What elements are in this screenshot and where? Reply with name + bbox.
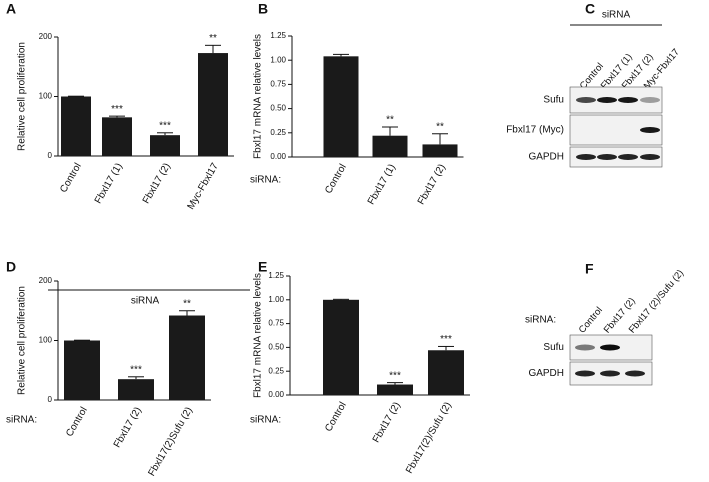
- significance: ***: [130, 364, 142, 375]
- bar: [102, 117, 132, 156]
- band: [640, 127, 660, 133]
- y-tick-label: 200: [39, 32, 53, 41]
- band: [640, 154, 660, 160]
- bar: [323, 56, 359, 157]
- bar: [372, 135, 408, 157]
- x-tick-label: Control: [58, 161, 84, 194]
- x-prefix: siRNA:: [250, 175, 281, 186]
- y-tick-label: 0.25: [270, 128, 286, 137]
- y-axis-label: Fbxl17 mRNA relative levels: [253, 273, 264, 398]
- band: [575, 370, 595, 377]
- y-tick-label: 0.75: [270, 80, 286, 89]
- band: [576, 97, 596, 103]
- bar: [169, 315, 205, 400]
- significance: ***: [389, 370, 401, 381]
- x-tick-label: Control: [323, 400, 349, 433]
- y-tick-label: 200: [39, 276, 53, 285]
- significance: **: [183, 298, 191, 309]
- y-axis-label: Relative cell proliferation: [17, 286, 28, 395]
- y-tick-label: 0.50: [270, 104, 286, 113]
- x-prefix: siRNA:: [250, 415, 281, 426]
- x-tick-label: Myc-Fbxl17: [186, 161, 222, 212]
- bar: [61, 96, 91, 156]
- bar: [150, 135, 180, 156]
- y-tick-label: 0: [48, 395, 53, 404]
- panel-label: F: [585, 261, 594, 277]
- band: [618, 154, 638, 160]
- y-axis-label: Fbxl17 mRNA relative levels: [253, 34, 264, 159]
- x-tick-label: Control: [64, 405, 90, 438]
- y-tick-label: 1.00: [268, 295, 284, 304]
- band: [618, 97, 638, 103]
- x-tick-label: Fbxl17 (2): [112, 405, 144, 449]
- band: [600, 344, 620, 351]
- y-tick-label: 100: [39, 336, 53, 345]
- band: [597, 154, 617, 160]
- y-tick-label: 0.00: [270, 152, 286, 161]
- panel-label: B: [258, 1, 268, 17]
- band: [597, 97, 617, 103]
- y-tick-label: 0.50: [268, 343, 284, 352]
- x-tick-label: Fbxl17 (2): [371, 400, 403, 444]
- significance: **: [386, 115, 394, 126]
- blot-header: siRNA:: [525, 315, 556, 326]
- band: [575, 344, 595, 351]
- blot-header: siRNA: [602, 10, 631, 21]
- bar: [377, 384, 413, 395]
- x-tick-label: Fbxl17 (2): [141, 161, 173, 205]
- bar: [198, 53, 228, 156]
- row-label: Fbxl17 (Myc): [506, 125, 564, 136]
- band: [640, 97, 660, 103]
- x-tick-label: Fbxl17 (1): [93, 161, 125, 205]
- row-label: GAPDH: [528, 152, 564, 163]
- significance: ***: [111, 104, 123, 115]
- y-tick-label: 100: [39, 92, 53, 101]
- band: [600, 370, 620, 377]
- y-tick-label: 0: [48, 151, 53, 160]
- y-tick-label: 0.00: [268, 390, 284, 399]
- band: [576, 154, 596, 160]
- bar: [64, 340, 100, 400]
- y-tick-label: 1.00: [270, 55, 286, 64]
- band: [625, 370, 645, 377]
- row-label: Sufu: [543, 342, 564, 353]
- bar: [323, 299, 359, 395]
- lane-label: Control: [577, 305, 605, 336]
- x-tick-label: Fbxl17 (2): [416, 162, 448, 206]
- panel-label: E: [258, 259, 267, 275]
- panel-label: D: [6, 259, 16, 275]
- x-prefix: siRNA:: [6, 415, 37, 426]
- panel-label: A: [6, 1, 16, 17]
- y-axis-label: Relative cell proliferation: [17, 42, 28, 151]
- x-tick-label: Fbxl17(2)/Sufu (2): [404, 400, 454, 475]
- bar: [422, 144, 458, 157]
- row-label: GAPDH: [528, 368, 564, 379]
- y-tick-label: 0.25: [268, 366, 284, 375]
- x-tick-label: Fbxl17(2)Sufu (2): [146, 405, 194, 478]
- y-tick-label: 1.25: [270, 31, 286, 40]
- significance: ***: [440, 334, 452, 345]
- y-tick-label: 0.75: [268, 319, 284, 328]
- significance: **: [436, 121, 444, 132]
- row-label: Sufu: [543, 95, 564, 106]
- significance: ***: [159, 120, 171, 131]
- y-tick-label: 1.25: [268, 271, 284, 280]
- bar: [118, 379, 154, 400]
- panel-label: C: [585, 1, 595, 17]
- bar: [428, 350, 464, 395]
- x-tick-label: Control: [323, 162, 349, 195]
- x-tick-label: Fbxl17 (1): [366, 162, 398, 206]
- significance: **: [209, 33, 217, 44]
- group-label: siRNA: [131, 296, 160, 307]
